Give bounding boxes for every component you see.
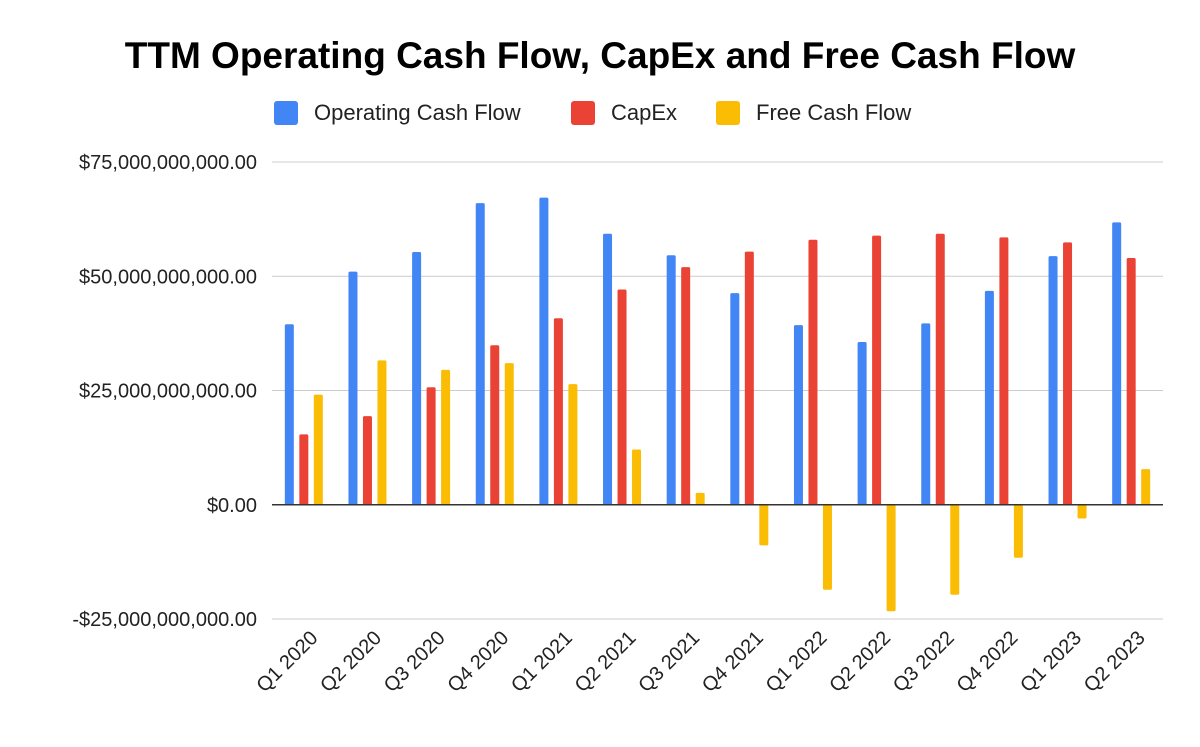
x-tick-label-12: Q1 2023	[1016, 627, 1086, 697]
x-tick-label-4: Q1 2021	[507, 627, 577, 697]
legend-swatch-2	[716, 101, 740, 125]
bar-capex-10	[935, 233, 945, 505]
legend-label-2: Free Cash Flow	[756, 100, 911, 125]
bar-free-cash-flow-10	[950, 504, 960, 595]
bars	[284, 197, 1151, 612]
y-tick-label-3: $0.00	[207, 495, 257, 517]
bar-operating-cash-flow-10	[921, 323, 931, 505]
x-tick-label-8: Q1 2022	[762, 627, 832, 697]
bar-free-cash-flow-11	[1013, 504, 1023, 558]
y-tick-label-2: $25,000,000,000.00	[79, 381, 257, 403]
bar-operating-cash-flow-5	[603, 233, 613, 505]
bar-operating-cash-flow-1	[348, 271, 358, 505]
bar-capex-2	[426, 387, 436, 505]
x-tick-label-11: Q4 2022	[953, 627, 1023, 697]
bar-operating-cash-flow-11	[984, 290, 994, 505]
gridlines	[272, 161, 1163, 620]
y-axis: $75,000,000,000.00 $50,000,000,000.00 $25,…	[72, 152, 257, 631]
bar-free-cash-flow-13	[1141, 469, 1151, 505]
bar-free-cash-flow-0	[313, 394, 323, 505]
bar-capex-12	[1063, 242, 1073, 505]
bar-capex-4	[553, 318, 563, 505]
bar-capex-8	[808, 239, 818, 505]
bar-operating-cash-flow-3	[475, 203, 485, 505]
bar-free-cash-flow-1	[377, 360, 387, 505]
bar-free-cash-flow-5	[632, 449, 642, 505]
legend-label-0: Operating Cash Flow	[314, 100, 521, 125]
y-tick-label-0: $75,000,000,000.00	[79, 152, 257, 174]
x-tick-label-7: Q4 2021	[698, 627, 768, 697]
bar-capex-13	[1126, 257, 1136, 505]
x-tick-label-5: Q2 2021	[571, 627, 641, 697]
bar-capex-9	[872, 235, 882, 505]
legend: Operating Cash Flow CapEx Free Cash Flow	[274, 100, 911, 125]
bar-free-cash-flow-9	[886, 504, 896, 612]
y-tick-label-1: $50,000,000,000.00	[79, 266, 257, 288]
bar-free-cash-flow-2	[441, 369, 451, 505]
x-tick-label-1: Q2 2020	[316, 627, 386, 697]
bar-operating-cash-flow-2	[412, 252, 422, 505]
bar-operating-cash-flow-12	[1048, 256, 1058, 505]
bar-operating-cash-flow-4	[539, 197, 549, 505]
bar-capex-3	[490, 345, 500, 505]
x-tick-label-9: Q2 2022	[825, 627, 895, 697]
bar-operating-cash-flow-13	[1112, 222, 1122, 505]
bar-operating-cash-flow-6	[666, 255, 676, 505]
bar-operating-cash-flow-7	[730, 293, 740, 505]
bar-free-cash-flow-7	[759, 504, 769, 546]
legend-label-1: CapEx	[611, 100, 677, 125]
bar-capex-0	[299, 434, 309, 505]
bar-free-cash-flow-4	[568, 384, 578, 505]
y-tick-label-4: -$25,000,000,000.00	[72, 609, 257, 631]
bar-capex-11	[999, 237, 1009, 505]
bar-operating-cash-flow-8	[793, 325, 803, 505]
x-tick-label-13: Q2 2023	[1080, 627, 1150, 697]
bar-capex-6	[681, 267, 691, 505]
x-tick-label-3: Q4 2020	[443, 627, 513, 697]
bar-operating-cash-flow-9	[857, 342, 867, 505]
bar-free-cash-flow-6	[695, 492, 705, 505]
x-tick-label-2: Q3 2020	[380, 627, 450, 697]
chart-title: TTM Operating Cash Flow, CapEx and Free …	[125, 35, 1076, 76]
legend-swatch-1	[571, 101, 595, 125]
bar-free-cash-flow-8	[822, 504, 832, 590]
bar-free-cash-flow-3	[504, 363, 514, 505]
bar-capex-1	[362, 416, 372, 505]
bar-free-cash-flow-12	[1077, 504, 1087, 519]
legend-swatch-0	[274, 101, 298, 125]
x-tick-label-0: Q1 2020	[253, 627, 323, 697]
bar-capex-5	[617, 289, 627, 505]
x-tick-label-10: Q3 2022	[889, 627, 959, 697]
bar-capex-7	[744, 251, 754, 505]
bar-operating-cash-flow-0	[284, 324, 294, 505]
x-tick-label-6: Q3 2021	[634, 627, 704, 697]
